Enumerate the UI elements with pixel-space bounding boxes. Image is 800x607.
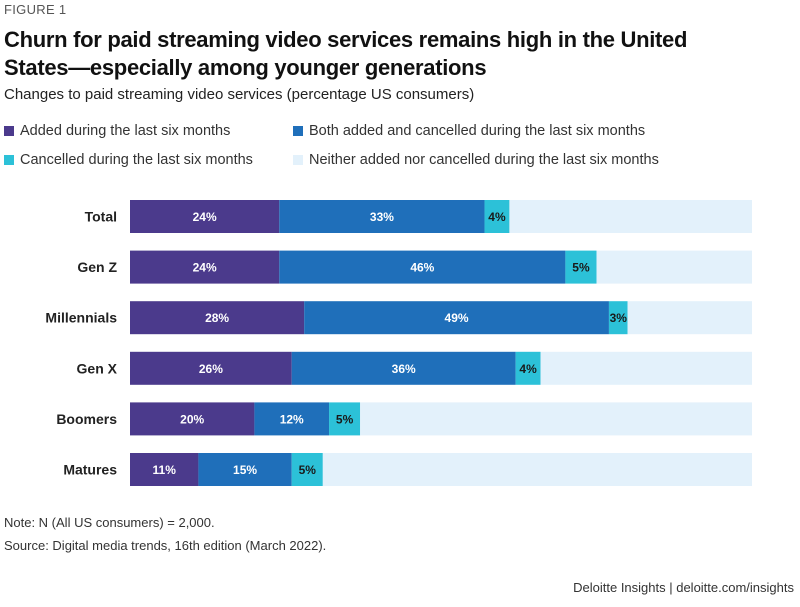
legend-swatch-cancelled	[4, 155, 14, 165]
category-label-gen-z: Gen Z	[77, 259, 117, 275]
legend-swatch-added	[4, 126, 14, 136]
data-label-matures-both: 15%	[233, 463, 257, 477]
bar-total-cancelled	[484, 200, 510, 233]
bar-gen-z-added	[130, 250, 280, 284]
chart-note: Note: N (All US consumers) = 2,000.	[4, 515, 215, 530]
legend-item-both: Both added and cancelled during the last…	[293, 123, 645, 139]
data-label-gen-z-added: 24%	[193, 261, 217, 275]
legend-swatch-both	[293, 126, 303, 136]
legend-item-cancelled: Cancelled during the last six months	[4, 152, 253, 168]
data-label-matures-added: 11%	[153, 463, 177, 477]
category-label-matures: Matures	[63, 462, 117, 478]
data-label-millennials-cancelled: 3%	[610, 311, 628, 325]
legend-label-both: Both added and cancelled during the last…	[309, 123, 646, 139]
data-label-gen-x-added: 26%	[199, 362, 223, 376]
bar-gen-x-both	[291, 351, 516, 385]
category-label-gen-x: Gen X	[77, 360, 118, 376]
data-label-boomers-cancelled: 5%	[336, 412, 354, 426]
data-label-gen-x-both: 36%	[392, 362, 416, 376]
chart-subtitle: Changes to paid streaming video services…	[4, 86, 475, 103]
data-label-total-both: 33%	[370, 210, 394, 224]
bar-millennials-cancelled	[608, 301, 628, 335]
legend-label-added: Added during the last six months	[20, 123, 231, 139]
bar-millennials-neither	[627, 301, 752, 335]
chart-source: Source: Digital media trends, 16th editi…	[4, 538, 327, 553]
bar-boomers-cancelled	[329, 402, 361, 436]
stacked-bar-chart: Total 24% 33% 4% Gen Z 24% 46% 5% Millennials 28%…	[45, 200, 752, 486]
bar-boomers-added	[130, 402, 255, 436]
figure-label: FIGURE 1	[4, 2, 67, 17]
branding: Deloitte Insights | deloitte.com/insight…	[573, 580, 794, 595]
data-label-millennials-both: 49%	[445, 311, 469, 325]
bar-gen-z-cancelled	[565, 250, 597, 284]
data-label-millennials-added: 28%	[205, 311, 229, 325]
data-label-boomers-added: 20%	[180, 412, 204, 426]
category-label-boomers: Boomers	[56, 411, 117, 427]
category-label-total: Total	[85, 209, 117, 225]
legend-item-added: Added during the last six months	[4, 123, 230, 139]
bar-millennials-added	[130, 301, 305, 335]
data-label-total-cancelled: 4%	[488, 210, 506, 224]
data-label-boomers-both: 12%	[280, 412, 304, 426]
legend-swatch-neither	[293, 155, 303, 165]
bar-gen-x-cancelled	[515, 351, 541, 385]
bar-matures-both	[198, 453, 292, 486]
bar-gen-z-neither	[596, 250, 752, 284]
data-label-gen-z-cancelled: 5%	[572, 261, 590, 275]
chart-title: Churn for paid streaming video services …	[4, 27, 688, 80]
bar-gen-x-added	[130, 351, 292, 385]
bar-boomers-neither	[360, 402, 752, 436]
legend-label-neither: Neither added nor cancelled during the l…	[309, 152, 659, 168]
bar-total-both	[279, 200, 485, 233]
legend-item-neither: Neither added nor cancelled during the l…	[293, 152, 659, 168]
category-label-millennials: Millennials	[45, 310, 117, 326]
legend-label-cancelled: Cancelled during the last six months	[20, 152, 253, 168]
bar-total-added	[130, 200, 280, 233]
bar-matures-neither	[322, 453, 752, 486]
data-label-matures-cancelled: 5%	[299, 463, 317, 477]
data-label-gen-x-cancelled: 4%	[519, 362, 537, 376]
bar-matures-added	[130, 453, 199, 486]
bar-gen-x-neither	[540, 351, 752, 385]
bar-total-neither	[509, 200, 752, 233]
data-label-gen-z-both: 46%	[410, 261, 434, 275]
bar-matures-cancelled	[291, 453, 323, 486]
bar-boomers-both	[254, 402, 330, 436]
bar-millennials-both	[304, 301, 609, 335]
data-label-total-added: 24%	[193, 210, 217, 224]
bar-gen-z-both	[279, 250, 566, 284]
